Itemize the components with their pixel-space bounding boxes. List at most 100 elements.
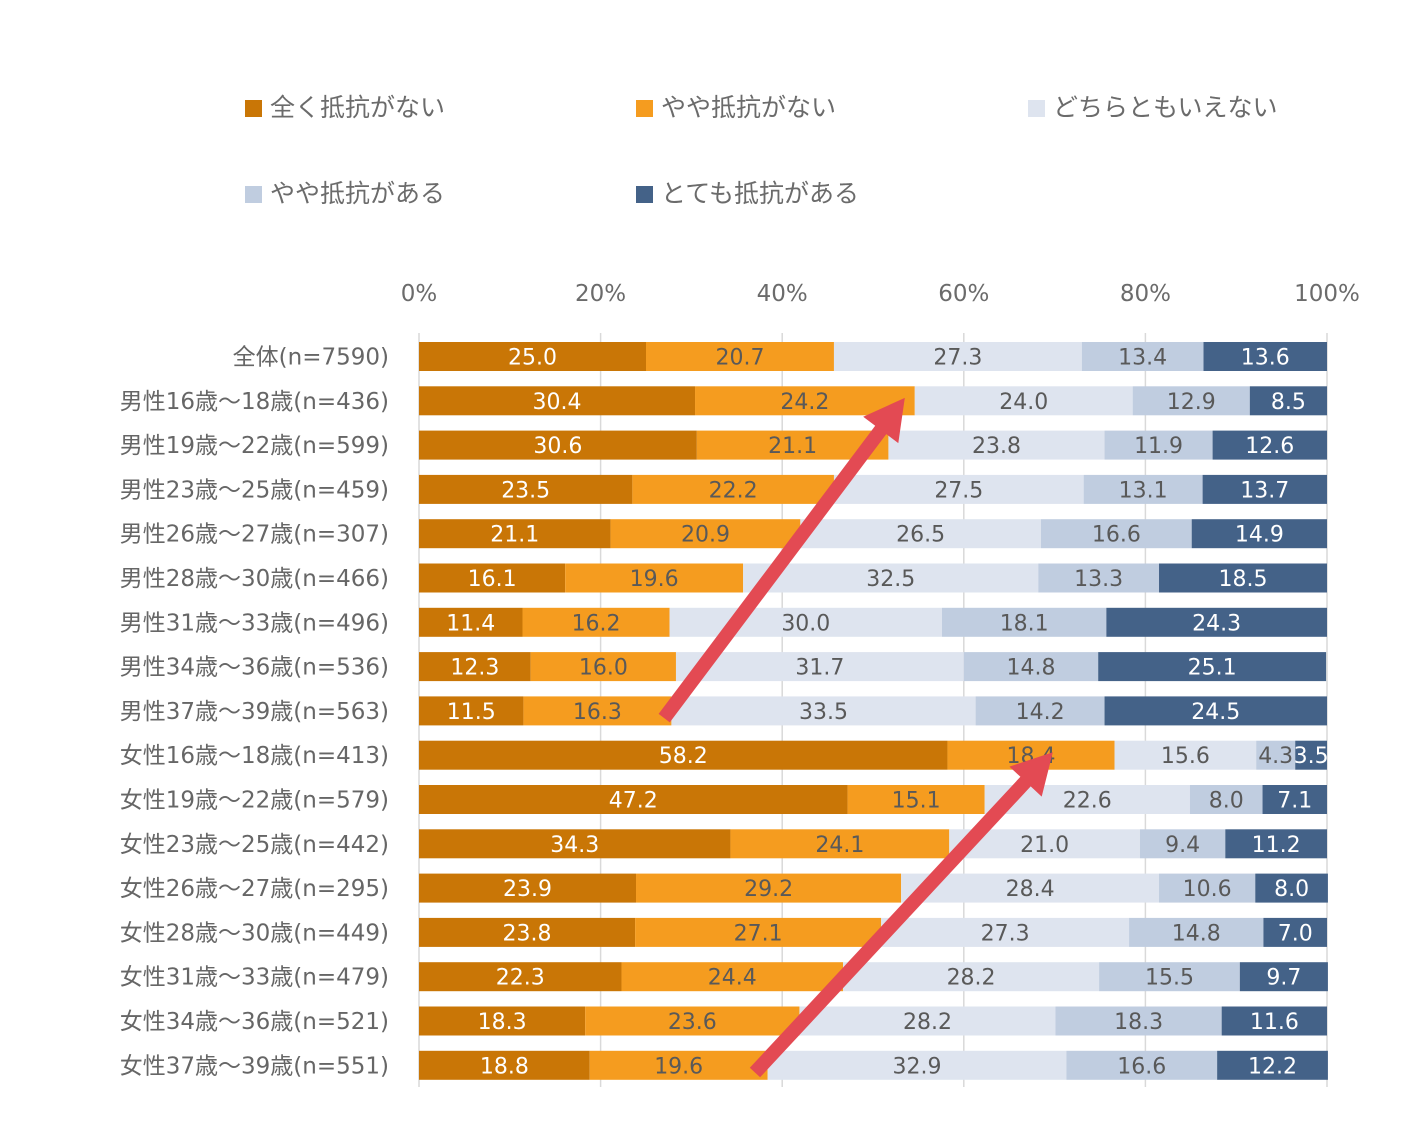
bar-segment — [1295, 740, 1327, 770]
annotation-arrows — [658, 397, 1053, 1078]
category-label: 全体(n=7590) — [233, 345, 389, 371]
bar-segment — [419, 829, 731, 859]
value-label: 18.5 — [1219, 567, 1268, 592]
bar-segment — [419, 1006, 586, 1036]
arrow-annotation — [658, 397, 905, 723]
value-label: 31.7 — [795, 656, 844, 681]
x-tick-label: 0% — [401, 281, 438, 307]
category-label: 男性31歳～33歳(n=496) — [120, 610, 389, 636]
bar-segment — [833, 474, 1084, 504]
value-label: 11.2 — [1252, 833, 1301, 858]
category-label: 男性23歳～25歳(n=459) — [120, 477, 389, 503]
bar-segment — [1239, 962, 1328, 992]
value-label: 47.2 — [609, 789, 658, 814]
bar-segment — [1104, 696, 1327, 726]
x-tick-label: 40% — [757, 281, 808, 307]
value-label: 15.6 — [1161, 744, 1210, 769]
bar-segment — [419, 873, 637, 903]
value-label: 13.3 — [1074, 567, 1123, 592]
value-label: 25.0 — [508, 346, 557, 371]
value-label: 23.9 — [503, 877, 552, 902]
x-tick-label: 60% — [938, 281, 989, 307]
value-label: 12.3 — [450, 656, 499, 681]
value-label: 11.6 — [1250, 1010, 1299, 1035]
legend-item: 全く抵抗がない — [245, 88, 445, 124]
value-label: 16.3 — [573, 700, 622, 725]
value-label: 7.0 — [1278, 921, 1313, 946]
bars — [419, 342, 1328, 1080]
bar-segment — [833, 342, 1082, 371]
value-label: 25.1 — [1188, 656, 1237, 681]
legend-swatch — [636, 99, 653, 117]
bar-segment — [1212, 430, 1327, 460]
legend-swatch — [636, 185, 653, 203]
value-label: 26.5 — [896, 523, 945, 548]
bar-segment — [419, 917, 636, 947]
legend-label: やや抵抗がある — [270, 179, 446, 208]
bar-segment — [419, 563, 566, 593]
bar-segment — [1159, 563, 1327, 593]
value-label: 29.2 — [744, 877, 793, 902]
bar-segment — [975, 696, 1105, 726]
bar-segment — [963, 652, 1099, 682]
value-label: 14.9 — [1235, 523, 1284, 548]
category-label: 男性16歳～18歳(n=436) — [120, 389, 389, 415]
bar-segment — [419, 519, 611, 549]
legend-item: どちらともいえない — [1028, 88, 1278, 124]
bar-segment — [1099, 962, 1240, 992]
bar-segment — [419, 785, 848, 814]
value-label: 24.0 — [999, 390, 1048, 415]
arrow-annotation — [749, 752, 1053, 1078]
value-label: 28.2 — [947, 966, 996, 991]
value-label: 12.9 — [1167, 390, 1216, 415]
value-label: 7.1 — [1277, 789, 1312, 814]
value-label: 21.1 — [768, 434, 817, 459]
bar-segment — [523, 696, 672, 726]
bar-segment — [1189, 785, 1263, 814]
value-label: 34.3 — [550, 833, 599, 858]
bar-segment — [522, 607, 670, 637]
value-label: 23.5 — [501, 478, 550, 503]
value-label: 24.2 — [780, 390, 829, 415]
bar-segment — [1262, 785, 1327, 814]
value-label: 22.6 — [1063, 789, 1112, 814]
value-labels: 25.0 20.7 27.3 13.4 13.6 30.4 24.2 24.0 12.9 8.5 3… — [446, 346, 1328, 1080]
bar-segment — [646, 342, 834, 371]
bar-segment — [1217, 1050, 1328, 1080]
category-label: 女性23歳～25歳(n=442) — [120, 832, 389, 858]
bar-segment — [1263, 917, 1327, 947]
value-label: 23.8 — [503, 921, 552, 946]
value-label: 13.6 — [1241, 346, 1290, 371]
value-label: 27.3 — [981, 921, 1030, 946]
legend-label: やや抵抗がない — [661, 93, 837, 122]
value-label: 19.6 — [654, 1054, 703, 1079]
bar-segment — [419, 474, 633, 504]
bar-segment — [1202, 474, 1327, 504]
bar-segment — [565, 563, 744, 593]
bar-segment — [1040, 519, 1192, 549]
category-label: 女性37歳～39歳(n=551) — [120, 1053, 389, 1079]
bar-segment — [1225, 829, 1327, 859]
bar-segment — [1055, 1006, 1222, 1036]
value-label: 32.9 — [893, 1054, 942, 1079]
value-label: 28.4 — [1006, 877, 1055, 902]
bar-segment — [675, 652, 964, 682]
value-label: 22.3 — [496, 966, 545, 991]
value-label: 8.0 — [1274, 877, 1309, 902]
category-label: 女性34歳～36歳(n=521) — [120, 1009, 389, 1035]
value-label: 20.7 — [715, 346, 764, 371]
bar-segment — [589, 1050, 768, 1080]
value-label: 18.3 — [1114, 1010, 1163, 1035]
bar-segment — [419, 652, 531, 682]
x-tick-label: 20% — [575, 281, 626, 307]
value-label: 14.8 — [1006, 656, 1055, 681]
value-label: 58.2 — [659, 744, 708, 769]
bar-segment — [743, 563, 1039, 593]
value-label: 23.6 — [668, 1010, 717, 1035]
value-label: 30.0 — [781, 611, 830, 636]
bar-segment — [1129, 917, 1264, 947]
bar-segment — [1191, 519, 1327, 549]
bar-segment — [632, 474, 834, 504]
bar-segment — [419, 1050, 590, 1080]
value-label: 11.5 — [447, 700, 496, 725]
